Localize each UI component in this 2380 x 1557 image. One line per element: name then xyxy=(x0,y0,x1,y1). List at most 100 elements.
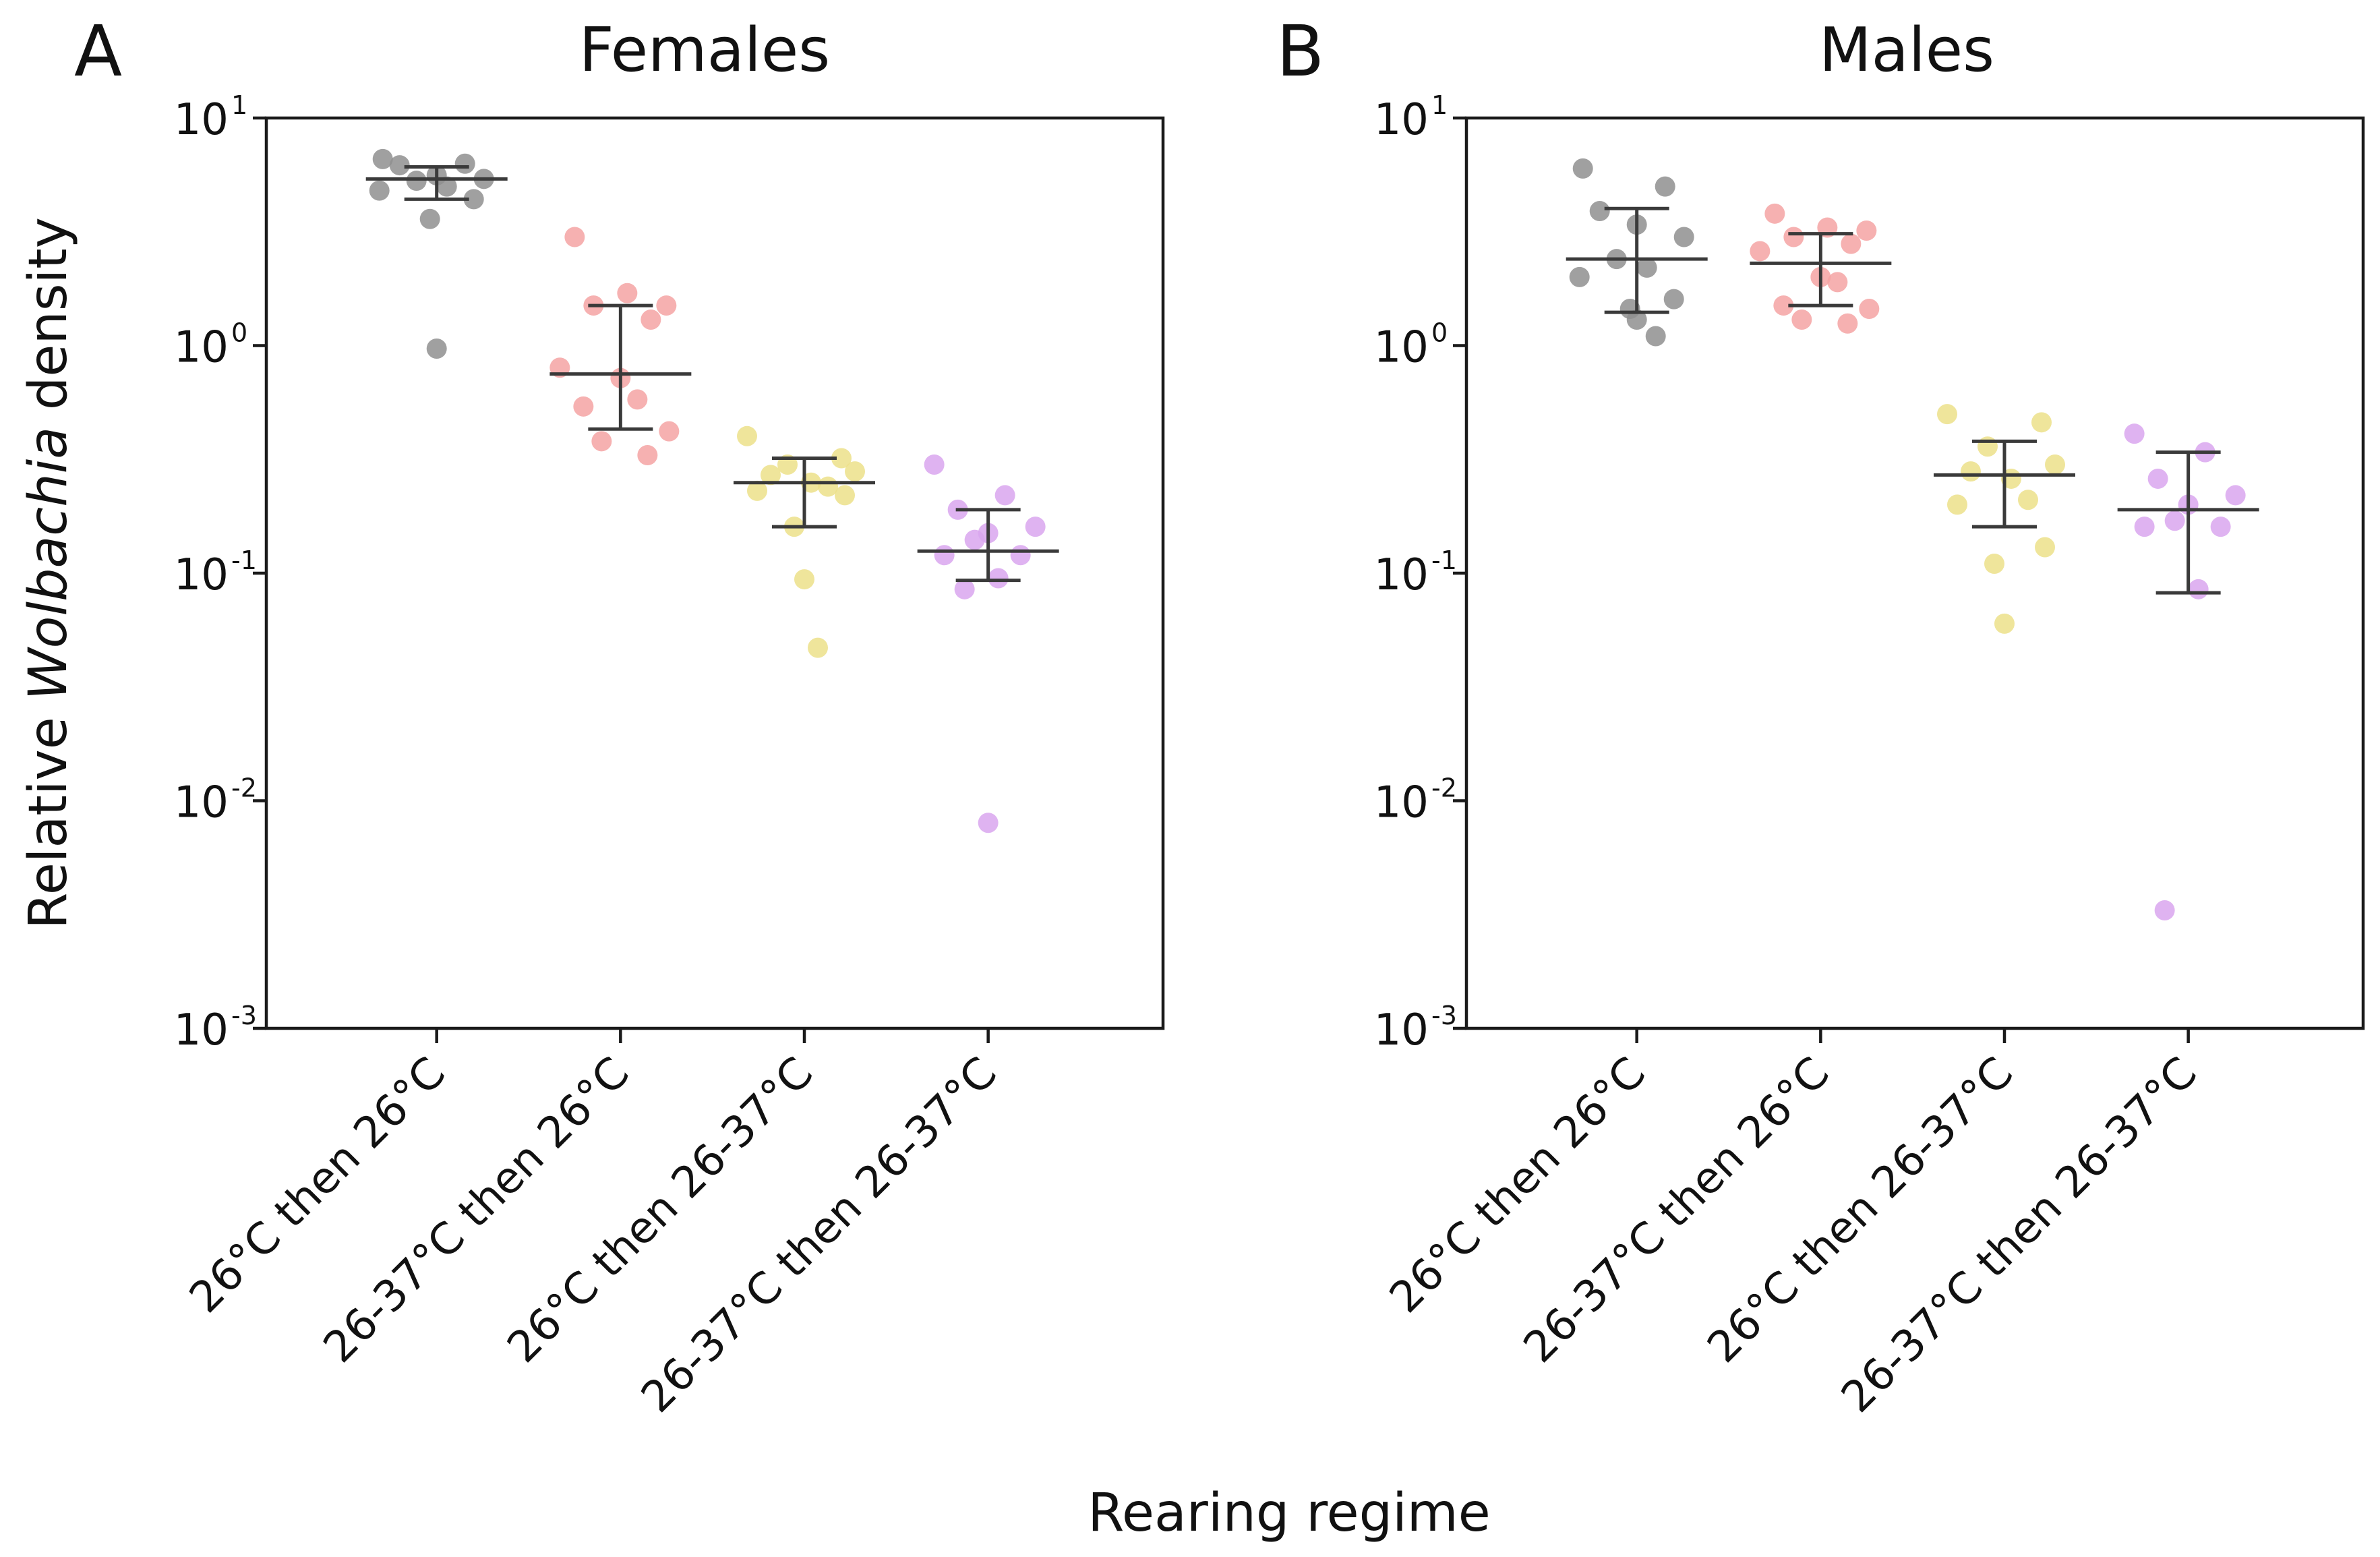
data-point xyxy=(2147,468,2168,489)
series-group xyxy=(1566,158,1708,347)
y-tick-base: 10 xyxy=(174,778,229,828)
plot-frame-females xyxy=(264,116,1165,1030)
x-axis-females: 26°C then 26°C26-37°C then 26°C26°C then… xyxy=(180,1028,1007,1422)
panel-letter-b: B xyxy=(1276,10,1324,92)
series-group xyxy=(2117,423,2259,921)
series-group xyxy=(734,425,875,658)
data-point xyxy=(794,569,814,590)
data-point xyxy=(2188,579,2209,599)
data-point xyxy=(2018,490,2038,510)
data-point xyxy=(831,448,852,469)
x-axis-title: Rearing regime xyxy=(1088,1483,1490,1544)
data-point xyxy=(372,148,393,169)
data-point xyxy=(2164,510,2185,531)
data-point xyxy=(573,396,594,417)
category-label: 26-37°C then 26-37°C xyxy=(1832,1048,2206,1422)
data-point xyxy=(2045,454,2065,475)
y-tick-label: 10 xyxy=(174,323,229,373)
y-tick-label: 10 xyxy=(174,550,229,600)
panel-title-males: Males xyxy=(1819,15,1994,86)
data-point xyxy=(1572,158,1593,179)
y-tick-base: 10 xyxy=(1374,1005,1429,1055)
series-group xyxy=(549,227,692,466)
data-point xyxy=(1994,613,2015,634)
data-point xyxy=(2124,423,2145,444)
category-label: 26-37°C then 26°C xyxy=(314,1048,639,1373)
y-tick-exponent: 0 xyxy=(231,318,247,348)
y-tick-label: 10 xyxy=(1374,550,1429,600)
data-point xyxy=(1937,404,1957,425)
data-point xyxy=(1827,272,1848,293)
data-point xyxy=(369,180,390,201)
category-label: 26-37°C then 26°C xyxy=(1514,1048,1839,1373)
data-point xyxy=(564,227,585,247)
y-tick-exponent: -2 xyxy=(231,773,257,803)
y-tick-label: 10 xyxy=(174,95,229,145)
data-marks-males xyxy=(1566,158,2259,921)
data-point xyxy=(761,465,781,486)
y-tick-base: 10 xyxy=(174,95,229,145)
y-tick-exponent: -3 xyxy=(231,1001,257,1030)
data-point xyxy=(978,813,999,833)
data-point xyxy=(1947,494,1967,515)
x-axis-males: 26°C then 26°C26-37°C then 26°C26°C then… xyxy=(1380,1028,2207,1422)
data-point xyxy=(964,529,985,550)
panel-letter-a: A xyxy=(74,10,122,92)
y-tick-exponent: -1 xyxy=(231,546,257,575)
data-point xyxy=(934,545,955,566)
data-point xyxy=(1961,461,1981,482)
y-axis-title-genus: Wolbachia xyxy=(18,427,79,701)
y-axis-title-prefix: Relative xyxy=(18,701,79,929)
data-point xyxy=(1636,257,1657,278)
data-point xyxy=(2134,517,2155,537)
data-point xyxy=(1025,517,1046,537)
data-point xyxy=(454,153,475,174)
data-point xyxy=(1626,310,1647,330)
data-point xyxy=(1673,227,1694,247)
data-point xyxy=(2210,517,2231,537)
series-group xyxy=(1934,404,2075,634)
y-tick-exponent: 0 xyxy=(1431,318,1448,348)
y-tick-base: 10 xyxy=(1374,95,1429,145)
y-tick-base: 10 xyxy=(174,550,229,600)
y-tick-exponent: -2 xyxy=(1431,773,1457,803)
y-axis-title-suffix: density xyxy=(18,217,79,427)
data-point xyxy=(463,189,484,210)
data-point xyxy=(747,480,767,501)
data-point xyxy=(1645,326,1666,347)
category-label: 26°C then 26-37°C xyxy=(498,1048,823,1373)
data-point xyxy=(406,171,427,192)
data-point xyxy=(436,176,457,197)
data-point xyxy=(2225,485,2246,506)
data-point xyxy=(1977,436,1998,457)
y-tick-exponent: -3 xyxy=(1431,1001,1457,1030)
y-tick-base: 10 xyxy=(174,1005,229,1055)
category-label: 26-37°C then 26-37°C xyxy=(632,1048,1006,1422)
y-tick-label: 10 xyxy=(174,778,229,828)
data-point xyxy=(1764,203,1785,224)
data-point xyxy=(737,425,757,446)
data-point xyxy=(641,310,661,330)
data-point xyxy=(656,295,677,316)
y-tick-base: 10 xyxy=(1374,778,1429,828)
data-point xyxy=(994,485,1015,506)
data-point xyxy=(924,454,945,475)
data-point xyxy=(1856,221,1877,241)
data-point xyxy=(389,155,410,176)
data-point xyxy=(954,579,975,599)
data-point xyxy=(637,445,658,466)
plot-frame-males xyxy=(1464,116,2365,1030)
y-tick-label: 10 xyxy=(1374,1005,1429,1055)
data-point xyxy=(1589,201,1610,222)
y-tick-exponent: 1 xyxy=(1431,90,1448,120)
data-point xyxy=(2035,537,2055,558)
data-point xyxy=(1859,299,1880,320)
series-group xyxy=(917,454,1059,833)
data-point xyxy=(1773,295,1794,316)
panel-title-females: Females xyxy=(579,15,830,86)
data-point xyxy=(835,485,855,506)
